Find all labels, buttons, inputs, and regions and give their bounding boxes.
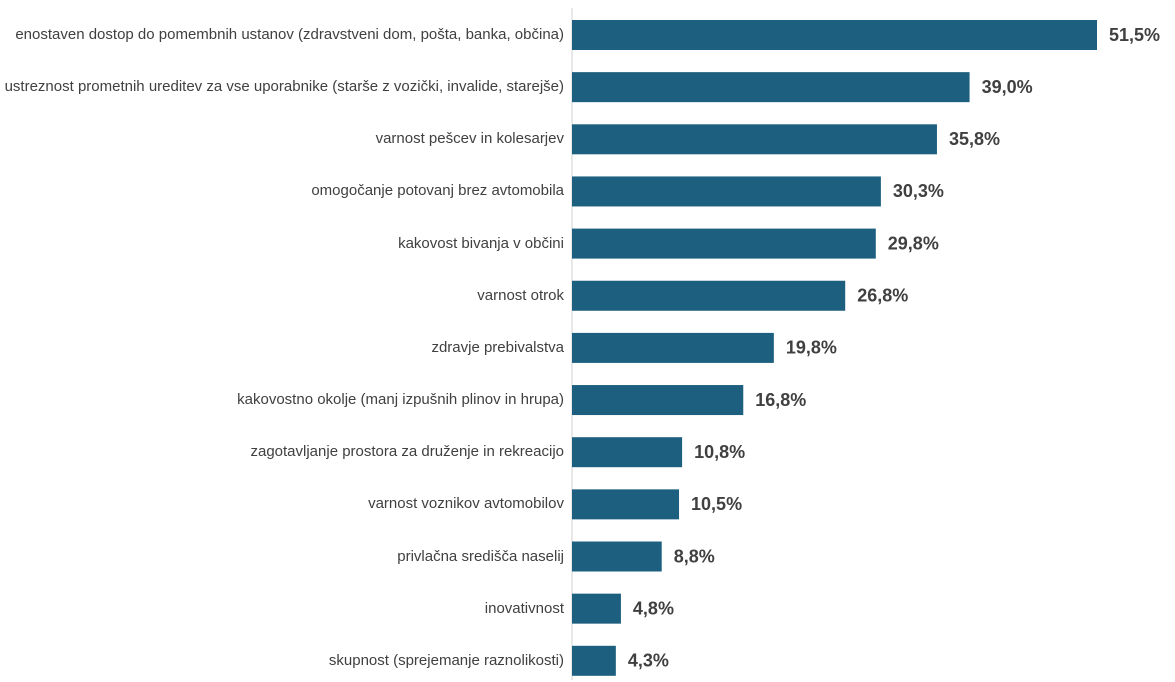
data-label: 35,8% (949, 129, 1000, 149)
data-label: 4,3% (628, 651, 669, 671)
data-label: 4,8% (633, 598, 674, 618)
bar (572, 176, 881, 207)
bar (572, 489, 680, 520)
category-label: varnost otrok (477, 286, 564, 304)
category-label: varnost voznikov avtomobilov (368, 495, 564, 513)
data-label: 26,8% (857, 286, 908, 306)
category-label: kakovostno okolje (manj izpušnih plinov … (237, 391, 564, 409)
data-label: 19,8% (786, 338, 837, 358)
bar (572, 593, 621, 624)
data-label: 29,8% (888, 233, 939, 253)
bar (572, 72, 970, 103)
category-label: varnost pešcev in kolesarjev (375, 130, 564, 148)
data-label: 16,8% (755, 390, 806, 410)
bar (572, 124, 937, 155)
data-label: 51,5% (1109, 25, 1160, 45)
category-label: privlačna središča naselij (397, 547, 564, 565)
bar (572, 385, 744, 416)
category-label: omogočanje potovanj brez avtomobila (311, 182, 564, 200)
bar (572, 228, 876, 259)
data-label: 39,0% (982, 77, 1033, 97)
bar (572, 332, 774, 363)
category-label: kakovost bivanja v občini (398, 234, 564, 252)
category-label: enostaven dostop do pomembnih ustanov (z… (15, 26, 564, 43)
category-label: zdravje prebivalstva (431, 338, 564, 356)
data-label: 8,8% (674, 546, 715, 566)
bar (572, 20, 1097, 50)
bar (572, 280, 846, 311)
data-label: 10,8% (694, 442, 745, 462)
category-label: zagotavljanje prostora za druženje in re… (250, 443, 564, 461)
bar (572, 645, 616, 676)
category-label: ustreznost prometnih ureditev za vse upo… (4, 78, 564, 96)
data-label: 30,3% (893, 181, 944, 201)
category-label: inovativnost (484, 599, 564, 617)
category-label: skupnost (sprejemanje raznolikosti) (328, 651, 564, 669)
bar (572, 541, 662, 572)
data-label: 10,5% (691, 494, 742, 514)
bar (572, 437, 683, 468)
